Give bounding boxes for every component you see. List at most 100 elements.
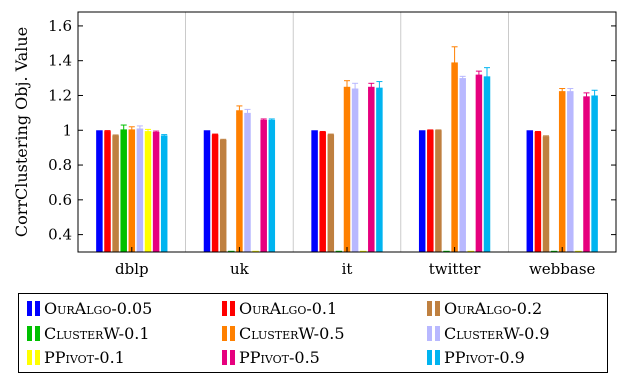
legend-swatch-bar: [427, 300, 432, 316]
bar: [351, 88, 359, 253]
bar: [144, 131, 152, 252]
bar: [435, 130, 442, 252]
legend-swatch: [427, 325, 440, 341]
bar: [244, 112, 251, 252]
error-bars-layer: [104, 46, 598, 141]
bar: [228, 250, 235, 252]
legend-label: ClusterW-0.5: [239, 323, 345, 343]
bar: [319, 132, 326, 252]
bar: [359, 250, 367, 252]
x-tick-label: webbase: [529, 260, 596, 278]
legend-entry: ClusterW-0.5: [222, 321, 345, 345]
legend-swatch-bar: [222, 349, 227, 365]
bar: [327, 134, 335, 252]
bar: [268, 119, 276, 253]
legend-swatch-bar: [222, 300, 227, 316]
legend-swatch: [222, 349, 235, 365]
legend-swatch: [27, 325, 40, 341]
x-tick-label: it: [342, 260, 353, 278]
y-tick-label: 1.6: [48, 17, 72, 35]
legend-label: PPivot-0.5: [239, 347, 320, 367]
legend-entry: ClusterW-0.1: [27, 321, 150, 345]
bar: [427, 130, 434, 252]
legend-swatch-bar: [222, 325, 227, 341]
bar-chart: 0.4 0.6 0.8 1 1.2 1.4 1.6 dblp uk it twitter webba…: [12, 11, 617, 278]
legend-swatch-bar: [35, 300, 40, 316]
legend-swatch-bar: [230, 300, 235, 316]
y-tick-label: 1: [62, 121, 72, 139]
x-tick-label: dblp: [115, 260, 149, 278]
bar: [550, 250, 558, 252]
bar: [219, 139, 227, 252]
legend-swatch-bar: [35, 325, 40, 341]
bar: [236, 110, 243, 253]
y-tick-label: 0.4: [48, 226, 72, 244]
y-axis-label: CorrClustering Obj. Value: [12, 27, 31, 237]
bar: [104, 131, 111, 252]
bar: [335, 250, 343, 252]
bar: [211, 134, 219, 252]
legend-label: ClusterW-0.9: [444, 323, 550, 343]
legend-swatch-bar: [435, 300, 440, 316]
bar: [96, 130, 103, 252]
bar: [203, 130, 211, 252]
legend-entry: PPivot-0.9: [427, 345, 525, 369]
bar: [112, 135, 119, 252]
bar: [368, 86, 375, 252]
bar: [311, 130, 318, 252]
legend-swatch-bar: [27, 300, 32, 316]
bar: [526, 130, 534, 252]
legend-label: OurAlgo-0.1: [239, 298, 338, 318]
bar: [376, 87, 383, 252]
bar: [152, 132, 160, 252]
bar: [260, 119, 267, 253]
bar: [443, 250, 450, 252]
legend-swatch: [222, 300, 235, 316]
legend-swatch-bar: [435, 349, 440, 365]
bar: [475, 74, 483, 252]
bars-layer: [96, 62, 598, 253]
bar: [575, 250, 582, 252]
legend-swatch: [27, 349, 40, 365]
x-tick-label: uk: [230, 260, 250, 278]
y-axis: 0.4 0.6 0.8 1 1.2 1.4 1.6: [48, 17, 616, 244]
legend-swatch-bar: [35, 349, 40, 365]
bar: [467, 250, 475, 252]
bar: [128, 129, 136, 252]
bar: [418, 130, 426, 252]
legend-entry: OurAlgo-0.2: [427, 296, 542, 320]
legend-swatch-bar: [427, 325, 432, 341]
legend-swatch: [427, 300, 440, 316]
bar: [483, 76, 491, 252]
legend-swatch-bar: [27, 325, 32, 341]
legend-entry: ClusterW-0.9: [427, 321, 550, 345]
y-tick-label: 1.4: [48, 52, 72, 70]
legend-entry: PPivot-0.5: [222, 345, 320, 369]
legend-swatch: [27, 300, 40, 316]
legend-label: OurAlgo-0.2: [444, 298, 543, 318]
bar: [451, 62, 458, 252]
bar: [558, 91, 566, 252]
legend-swatch-bar: [27, 349, 32, 365]
x-tick-label: twitter: [429, 260, 482, 278]
x-axis: dblp uk it twitter webbase: [115, 247, 596, 278]
legend-swatch-bar: [435, 325, 440, 341]
y-tick-label: 1.2: [48, 86, 72, 104]
legend: OurAlgo-0.05 OurAlgo-0.1 OurAlgo-0.2 Cluste…: [18, 293, 608, 373]
bar: [343, 86, 351, 252]
legend-entry: PPivot-0.1: [27, 345, 125, 369]
legend-entry: OurAlgo-0.1: [222, 296, 337, 320]
legend-label: ClusterW-0.1: [44, 323, 150, 343]
grid-layer: [185, 12, 509, 252]
bar: [459, 78, 466, 252]
bar: [160, 135, 168, 252]
legend-swatch: [427, 349, 440, 365]
legend-label: OurAlgo-0.05: [44, 298, 153, 318]
bar: [567, 91, 574, 252]
bar: [583, 96, 590, 252]
bar: [534, 132, 542, 252]
bar: [136, 128, 144, 252]
legend-label: PPivot-0.1: [44, 347, 125, 367]
y-tick-label: 0.6: [48, 191, 72, 209]
legend-swatch-bar: [427, 349, 432, 365]
